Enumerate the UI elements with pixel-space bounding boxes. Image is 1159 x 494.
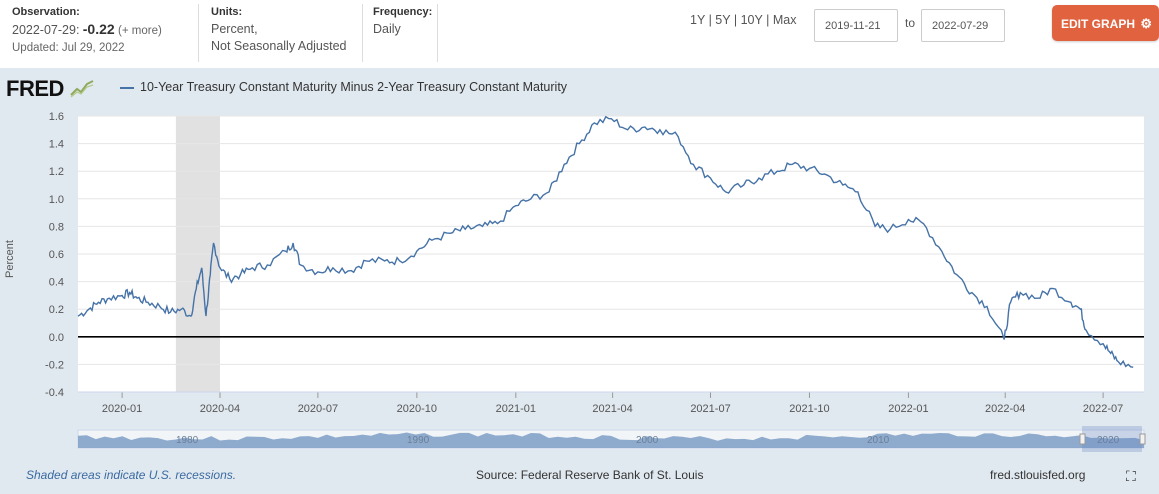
x-tick-label: 2020-07 bbox=[298, 403, 338, 415]
legend-swatch bbox=[120, 86, 134, 89]
x-tick-label: 2022-07 bbox=[1083, 403, 1123, 415]
y-tick-label: 1.2 bbox=[49, 166, 64, 178]
range-selector: 1Y | 5Y | 10Y | Max bbox=[690, 13, 796, 27]
source-text: Source: Federal Reserve Bank of St. Loui… bbox=[476, 468, 704, 482]
units-line1: Percent, bbox=[211, 22, 258, 36]
x-tick-label: 2021-07 bbox=[690, 403, 730, 415]
fred-logo-text: FRED bbox=[6, 76, 64, 101]
frequency-label: Frequency: bbox=[373, 6, 433, 18]
chart-legend: 10-Year Treasury Constant Maturity Minus… bbox=[120, 80, 567, 94]
range-separator: | bbox=[733, 13, 738, 27]
end-date-input[interactable]: 2022-07-29 bbox=[921, 9, 1005, 42]
divider bbox=[437, 4, 438, 62]
observation-label: Observation: bbox=[12, 6, 80, 18]
x-tick-label: 2021-01 bbox=[496, 403, 536, 415]
chart-title: 10-Year Treasury Constant Maturity Minus… bbox=[140, 80, 568, 94]
range-separator: | bbox=[766, 13, 770, 27]
navigator-selection bbox=[1082, 426, 1142, 452]
divider bbox=[362, 4, 363, 62]
frequency-block: Frequency: Daily bbox=[373, 4, 432, 38]
range-max-button[interactable]: Max bbox=[772, 13, 797, 27]
y-tick-label: 1.0 bbox=[49, 194, 64, 206]
range-5y-button[interactable]: 5Y bbox=[715, 13, 731, 27]
observation-date: 2022-07-29: bbox=[12, 23, 80, 37]
series-line bbox=[77, 115, 1134, 368]
navigator-label: 2010 bbox=[867, 435, 890, 446]
top-bar: Observation: 2022-07-29: -0.22 (+ more) … bbox=[0, 0, 1159, 68]
units-block: Units: Percent, Not Seasonally Adjusted bbox=[211, 4, 347, 55]
gear-icon: ⚙ bbox=[1140, 16, 1153, 31]
divider bbox=[198, 4, 199, 62]
x-tick-label: 2021-10 bbox=[789, 403, 829, 415]
y-tick-label: -0.2 bbox=[45, 359, 64, 371]
x-tick-label: 2020-04 bbox=[200, 403, 240, 415]
observation-line: 2022-07-29: -0.22 (+ more) bbox=[12, 21, 162, 40]
x-tick-label: 2020-01 bbox=[102, 403, 142, 415]
range-separator: | bbox=[708, 13, 712, 27]
start-date-input[interactable]: 2019-11-21 bbox=[814, 9, 898, 42]
x-tick-label: 2021-04 bbox=[592, 403, 632, 415]
observation-more-link[interactable]: (+ more) bbox=[118, 25, 162, 37]
range-10y-button[interactable]: 10Y bbox=[740, 13, 763, 27]
y-tick-label: 1.4 bbox=[49, 139, 64, 151]
edit-graph-button[interactable]: EDIT GRAPH ⚙ bbox=[1052, 5, 1159, 41]
navigator-label: 2000 bbox=[636, 435, 659, 446]
y-tick-label: 1.6 bbox=[49, 111, 64, 123]
chart-svg: 1.6 1.4 1.2 1.0 0.8 0.6 0.4 0.2 0.0 -0.2 -0.4 2020-… bbox=[45, 111, 1146, 452]
chart-line-icon bbox=[69, 80, 93, 98]
navigator-handle-left bbox=[1079, 433, 1086, 445]
units-label: Units: bbox=[211, 6, 243, 18]
y-tick-label: 0.4 bbox=[49, 277, 64, 289]
frequency-value: Daily bbox=[373, 22, 401, 36]
navigator-label: 1990 bbox=[407, 435, 430, 446]
navigator-label: 2020 bbox=[1097, 435, 1120, 446]
y-tick-label: 0.0 bbox=[49, 332, 64, 344]
navigator-area bbox=[78, 432, 1144, 448]
units-line2: Not Seasonally Adjusted bbox=[211, 39, 347, 53]
fred-logo[interactable]: FRED bbox=[6, 76, 94, 102]
y-tick-label: -0.4 bbox=[45, 387, 64, 399]
recession-note: Shaded areas indicate U.S. recessions. bbox=[26, 468, 237, 482]
edit-graph-label: EDIT GRAPH bbox=[1061, 17, 1136, 31]
y-tick-label: 0.8 bbox=[49, 221, 64, 233]
site-link[interactable]: fred.stlouisfed.org bbox=[990, 468, 1086, 482]
x-tick-label: 2020-10 bbox=[397, 403, 437, 415]
x-tick-label: 2022-01 bbox=[888, 403, 928, 415]
observation-block: Observation: 2022-07-29: -0.22 (+ more) … bbox=[12, 4, 162, 57]
navigator-label: 1980 bbox=[176, 435, 199, 446]
chart-area: FRED 10-Year Treasury Constant Maturity … bbox=[0, 68, 1159, 494]
y-tick-label: 0.2 bbox=[49, 304, 64, 316]
y-tick-label: 0.6 bbox=[49, 249, 64, 261]
observation-value: -0.22 bbox=[82, 21, 115, 37]
to-label: to bbox=[905, 16, 916, 30]
x-tick-label: 2022-04 bbox=[985, 403, 1025, 415]
range-1y-button[interactable]: 1Y bbox=[690, 13, 706, 27]
fullscreen-icon[interactable]: ⛶ bbox=[1126, 468, 1136, 484]
updated-date: Updated: Jul 29, 2022 bbox=[12, 42, 125, 54]
navigator-handle-right bbox=[1139, 433, 1146, 445]
